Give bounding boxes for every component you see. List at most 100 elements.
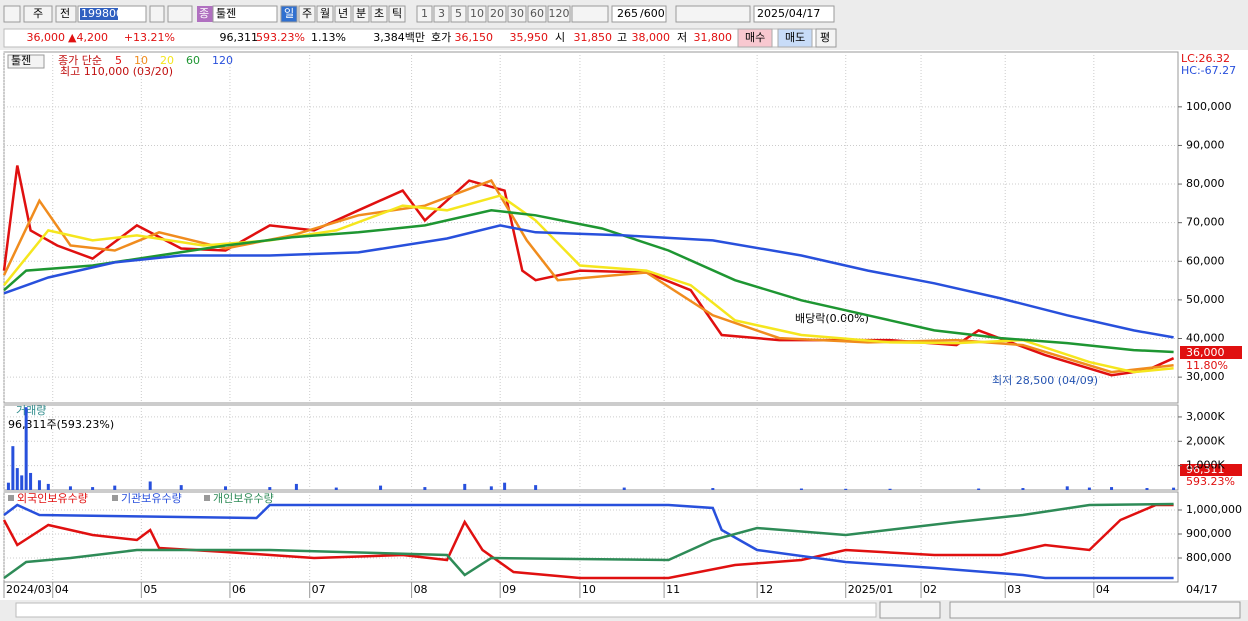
- date-box[interactable]: [753, 5, 835, 23]
- interval-button[interactable]: [467, 5, 487, 23]
- period-button[interactable]: [334, 5, 352, 23]
- interval: 30: [510, 7, 524, 20]
- volume-bar: [977, 488, 981, 490]
- volume-bar: [1087, 487, 1091, 490]
- x-tick-label: 04: [55, 583, 69, 596]
- name-tab[interactable]: [7, 54, 45, 69]
- amount: 3,384백만: [373, 31, 425, 44]
- interval-button[interactable]: [507, 5, 527, 23]
- y-tick-label: 90,000: [1186, 138, 1225, 151]
- change-pct: +13.21%: [124, 31, 175, 44]
- count-box: [611, 5, 667, 23]
- last-price: 36,000: [1186, 346, 1225, 359]
- avg: 평: [820, 31, 830, 44]
- y-tick-label: 60,000: [1186, 254, 1225, 267]
- volume: 96,311: [220, 31, 259, 44]
- stock-code: 199800: [81, 7, 123, 20]
- volume-bar: [1172, 487, 1176, 490]
- interval-button[interactable]: [547, 5, 571, 23]
- sell-button[interactable]: [777, 28, 813, 48]
- change: 4,200: [77, 31, 109, 44]
- period-button[interactable]: [370, 5, 388, 23]
- series-line: [3, 502, 1174, 580]
- y-tick-label: 2,000K: [1186, 434, 1225, 447]
- volume-bar: [711, 488, 715, 490]
- sell: 매도: [785, 31, 805, 44]
- volume-bar: [489, 486, 493, 490]
- sound-button[interactable]: [167, 5, 193, 23]
- period: 월: [320, 7, 330, 20]
- period-button[interactable]: [388, 5, 406, 23]
- series-line: [2, 179, 1174, 374]
- avg-button[interactable]: [815, 28, 837, 48]
- scope-select[interactable]: [55, 5, 77, 23]
- low: 31,800: [694, 31, 733, 44]
- volume-bar: [37, 480, 41, 490]
- stock-name: 툴젠: [216, 7, 236, 20]
- legend-swatch: [204, 495, 210, 501]
- volume-bar: [91, 487, 95, 490]
- y-tick-label: 50,000: [1186, 293, 1225, 306]
- interval-button[interactable]: [450, 5, 467, 23]
- y-tick-label: 100,000: [1186, 100, 1232, 113]
- legend-entry: 개인보유수량: [213, 492, 274, 505]
- last-volume-pct: 593.23%: [1186, 475, 1235, 488]
- volume-bar: [844, 488, 848, 490]
- playback-buttons[interactable]: [879, 601, 941, 619]
- volume-title: 거래량: [16, 404, 46, 417]
- y-tick-label: 40,000: [1186, 332, 1225, 345]
- interval-button[interactable]: [416, 5, 433, 23]
- volume-bar: [11, 446, 15, 490]
- interval-button[interactable]: [433, 5, 450, 23]
- y-tick-label: 30,000: [1186, 370, 1225, 383]
- volume-bar: [294, 483, 298, 490]
- legend-entry: 60: [186, 54, 200, 67]
- volume-bar: [888, 488, 892, 490]
- dropdown[interactable]: [571, 5, 609, 23]
- y-tick-label: 3,000K: [1186, 410, 1225, 423]
- volume-bar: [148, 481, 152, 490]
- x-tick-label: 10: [582, 583, 596, 596]
- period: 초: [374, 7, 384, 20]
- high-label: 고: [617, 31, 627, 44]
- x-tick-label: 07: [312, 583, 326, 596]
- interval-button[interactable]: [527, 5, 547, 23]
- menu-button[interactable]: [3, 5, 21, 23]
- interval-button[interactable]: [487, 5, 507, 23]
- legend-swatch: [112, 495, 118, 501]
- legend-entry: 120: [212, 54, 233, 67]
- selection: [80, 8, 118, 20]
- legend-swatch: [8, 495, 14, 501]
- zoom-tools[interactable]: [949, 601, 1241, 619]
- volume-bar: [1110, 487, 1114, 490]
- period-button[interactable]: [352, 5, 370, 23]
- volume-bar: [268, 487, 272, 490]
- volume-ratio: 593.23%: [256, 31, 305, 44]
- period-button[interactable]: [280, 5, 298, 23]
- low-annotation: 최저 28,500 (04/09): [992, 374, 1098, 387]
- scroll-track[interactable]: [15, 602, 877, 618]
- buy-button[interactable]: [737, 28, 773, 48]
- market-select[interactable]: [23, 5, 53, 23]
- last-volume: 96,311: [1186, 463, 1225, 476]
- interval: 5: [455, 7, 462, 20]
- tool-buttons[interactable]: [675, 5, 751, 23]
- volume-bar: [24, 407, 28, 490]
- period: 일: [284, 6, 294, 20]
- volume-bar: [334, 487, 338, 490]
- ask: 36,150: [455, 31, 494, 44]
- volume-bar: [20, 475, 24, 490]
- count: 265: [617, 7, 638, 20]
- volume-bar: [29, 472, 33, 490]
- period-button[interactable]: [316, 5, 334, 23]
- volume-bar: [622, 487, 626, 490]
- search-button[interactable]: [149, 5, 165, 23]
- period: 년: [338, 7, 348, 20]
- x-end-label: 04/17: [1186, 583, 1218, 596]
- volume-bar: [1145, 488, 1149, 490]
- period-button[interactable]: [298, 5, 316, 23]
- y-tick-label: 70,000: [1186, 216, 1225, 229]
- price-title: 툴젠: [11, 54, 31, 67]
